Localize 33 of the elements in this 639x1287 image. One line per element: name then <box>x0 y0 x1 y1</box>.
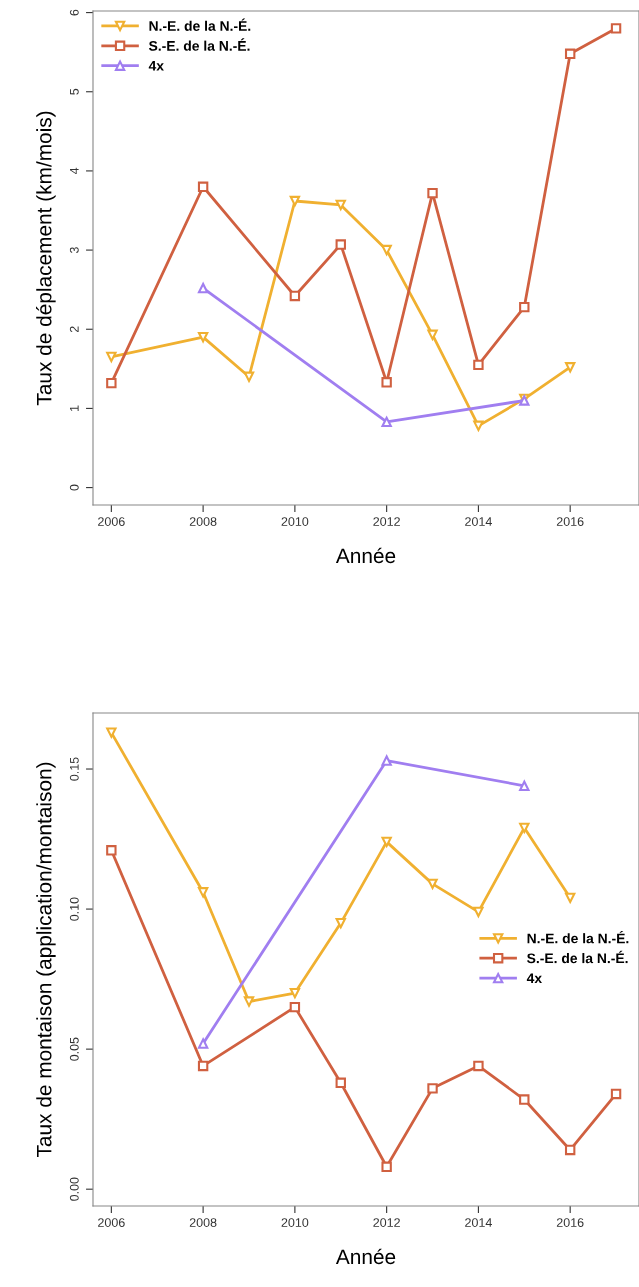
legend-label: S.-E. de la N.-É. <box>148 38 250 51</box>
y-tick-label: 2 <box>69 326 79 333</box>
y-tick-label: 3 <box>69 247 79 254</box>
y-tick-label: 0.10 <box>69 897 79 921</box>
y-axis-title: Taux de montaison (application/montaison) <box>36 762 56 1158</box>
legend-label: 4x <box>526 973 542 983</box>
x-tick-label: 2012 <box>373 517 400 526</box>
y-tick-label: 0.00 <box>69 1177 79 1201</box>
legend-label: N.-E. de la N.-É. <box>527 930 629 944</box>
x-tick-label: 2006 <box>98 517 125 526</box>
y-tick-label: 0.15 <box>69 757 79 781</box>
y-tick-label: 0.05 <box>69 1037 79 1061</box>
x-axis-title: Année <box>335 1248 396 1265</box>
y-tick-label: 0 <box>69 484 79 491</box>
x-axis-title: Année <box>335 547 396 564</box>
x-tick-label: 2012 <box>373 1218 400 1227</box>
y-tick-label: 6 <box>69 9 79 16</box>
x-tick-label: 2006 <box>98 1218 125 1227</box>
y-tick-label: 5 <box>70 88 79 95</box>
x-tick-label: 2016 <box>556 517 584 526</box>
x-tick-label: 2010 <box>281 1218 309 1227</box>
y-tick-label: 4 <box>70 167 79 175</box>
x-tick-label: 2010 <box>281 517 309 526</box>
x-tick-label: 2016 <box>556 1218 584 1227</box>
x-tick-label: 2014 <box>465 1218 492 1227</box>
legend-label: N.-E. de la N.-É. <box>149 18 251 31</box>
x-tick-label: 2008 <box>189 517 217 526</box>
x-tick-label: 2008 <box>189 1218 217 1227</box>
legend-label: 4x <box>148 61 164 71</box>
legend-label: S.-E. de la N.-É. <box>527 950 628 964</box>
y-tick-label: 1 <box>70 405 79 411</box>
x-tick-label: 2014 <box>465 517 492 526</box>
y-axis-title: Taux de déplacement (km/mois) <box>35 111 56 406</box>
